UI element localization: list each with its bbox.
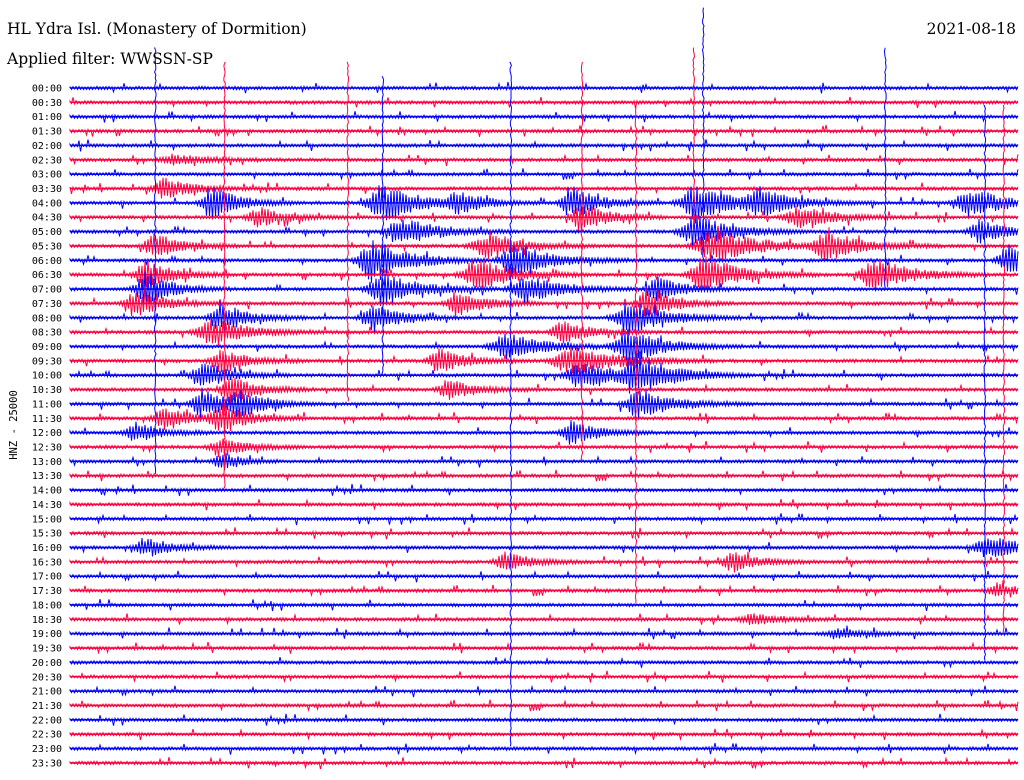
row-tick-label: 05:00	[32, 227, 62, 238]
station-title: HL Ydra Isl. (Monastery of Dormition)	[7, 20, 307, 38]
row-tick-label: 13:30	[32, 471, 62, 482]
row-tick-label: 07:30	[32, 299, 62, 310]
row-tick-label: 12:30	[32, 443, 62, 454]
trace-row	[69, 625, 1019, 640]
row-tick-label: 17:00	[32, 572, 62, 583]
spike-trace	[983, 104, 987, 661]
spike-trace	[634, 104, 638, 604]
spike-trace	[692, 47, 696, 232]
row-tick-label: 04:00	[32, 198, 62, 209]
row-tick-label: 22:00	[32, 715, 62, 726]
spike-trace	[346, 61, 350, 402]
row-tick-label: 22:30	[32, 730, 62, 741]
row-tick-label: 16:00	[32, 543, 62, 554]
spike-layer	[153, 7, 1006, 747]
row-tick-label: 20:00	[32, 658, 62, 669]
spike-trace	[580, 61, 584, 462]
row-tick-label: 15:30	[32, 529, 62, 540]
row-tick-label: 17:30	[32, 586, 62, 597]
row-tick-label: 16:30	[32, 557, 62, 568]
spike-trace	[701, 7, 705, 261]
trace-row	[69, 387, 1019, 419]
row-tick-label: 06:00	[32, 256, 62, 267]
spike-trace	[153, 47, 157, 475]
row-tick-label: 11:00	[32, 399, 62, 410]
row-tick-label: 23:00	[32, 744, 62, 755]
row-label-layer: 00:00 00:30 01:00 01:30 02:00 02:30 03:00 03:30…	[32, 84, 62, 770]
row-tick-label: 09:30	[32, 356, 62, 367]
row-tick-label: 07:00	[32, 285, 62, 296]
row-tick-label: 02:00	[32, 141, 62, 152]
row-tick-label: 01:00	[32, 112, 62, 123]
row-tick-label: 18:00	[32, 600, 62, 611]
filter-label: Applied filter: WWSSN-SP	[7, 50, 213, 68]
row-tick-label: 21:00	[32, 687, 62, 698]
row-tick-label: 19:30	[32, 644, 62, 655]
row-tick-label: 19:00	[32, 629, 62, 640]
row-tick-label: 10:30	[32, 385, 62, 396]
y-axis-label: HNZ - 25000	[8, 390, 20, 460]
spike-trace	[509, 61, 513, 747]
row-tick-label: 14:30	[32, 500, 62, 511]
row-tick-label: 11:30	[32, 414, 62, 425]
row-tick-label: 02:30	[32, 155, 62, 166]
row-tick-label: 20:30	[32, 672, 62, 683]
row-tick-label: 23:30	[32, 758, 62, 769]
row-tick-label: 18:30	[32, 615, 62, 626]
trace-layer	[69, 81, 1019, 770]
row-tick-label: 00:00	[32, 84, 62, 95]
trace-row	[69, 580, 1019, 598]
spike-trace	[223, 61, 226, 489]
spike-trace	[883, 47, 887, 289]
row-tick-label: 21:30	[32, 701, 62, 712]
row-tick-label: 03:30	[32, 184, 62, 195]
row-tick-label: 15:00	[32, 514, 62, 525]
row-tick-label: 12:00	[32, 428, 62, 439]
row-tick-label: 03:00	[32, 170, 62, 181]
row-tick-label: 08:00	[32, 313, 62, 324]
row-tick-label: 08:30	[32, 328, 62, 339]
row-tick-label: 00:30	[32, 98, 62, 109]
spike-trace	[1002, 104, 1006, 634]
row-tick-label: 04:30	[32, 213, 62, 224]
row-tick-label: 14:00	[32, 486, 62, 497]
record-date: 2021-08-18	[926, 20, 1016, 38]
spike-trace	[381, 76, 385, 374]
row-tick-label: 05:30	[32, 241, 62, 252]
row-tick-label: 10:00	[32, 371, 62, 382]
row-tick-label: 06:30	[32, 270, 62, 281]
trace-row	[69, 287, 1019, 317]
row-tick-label: 01:30	[32, 127, 62, 138]
row-tick-label: 09:00	[32, 342, 62, 353]
row-tick-label: 13:00	[32, 457, 62, 468]
